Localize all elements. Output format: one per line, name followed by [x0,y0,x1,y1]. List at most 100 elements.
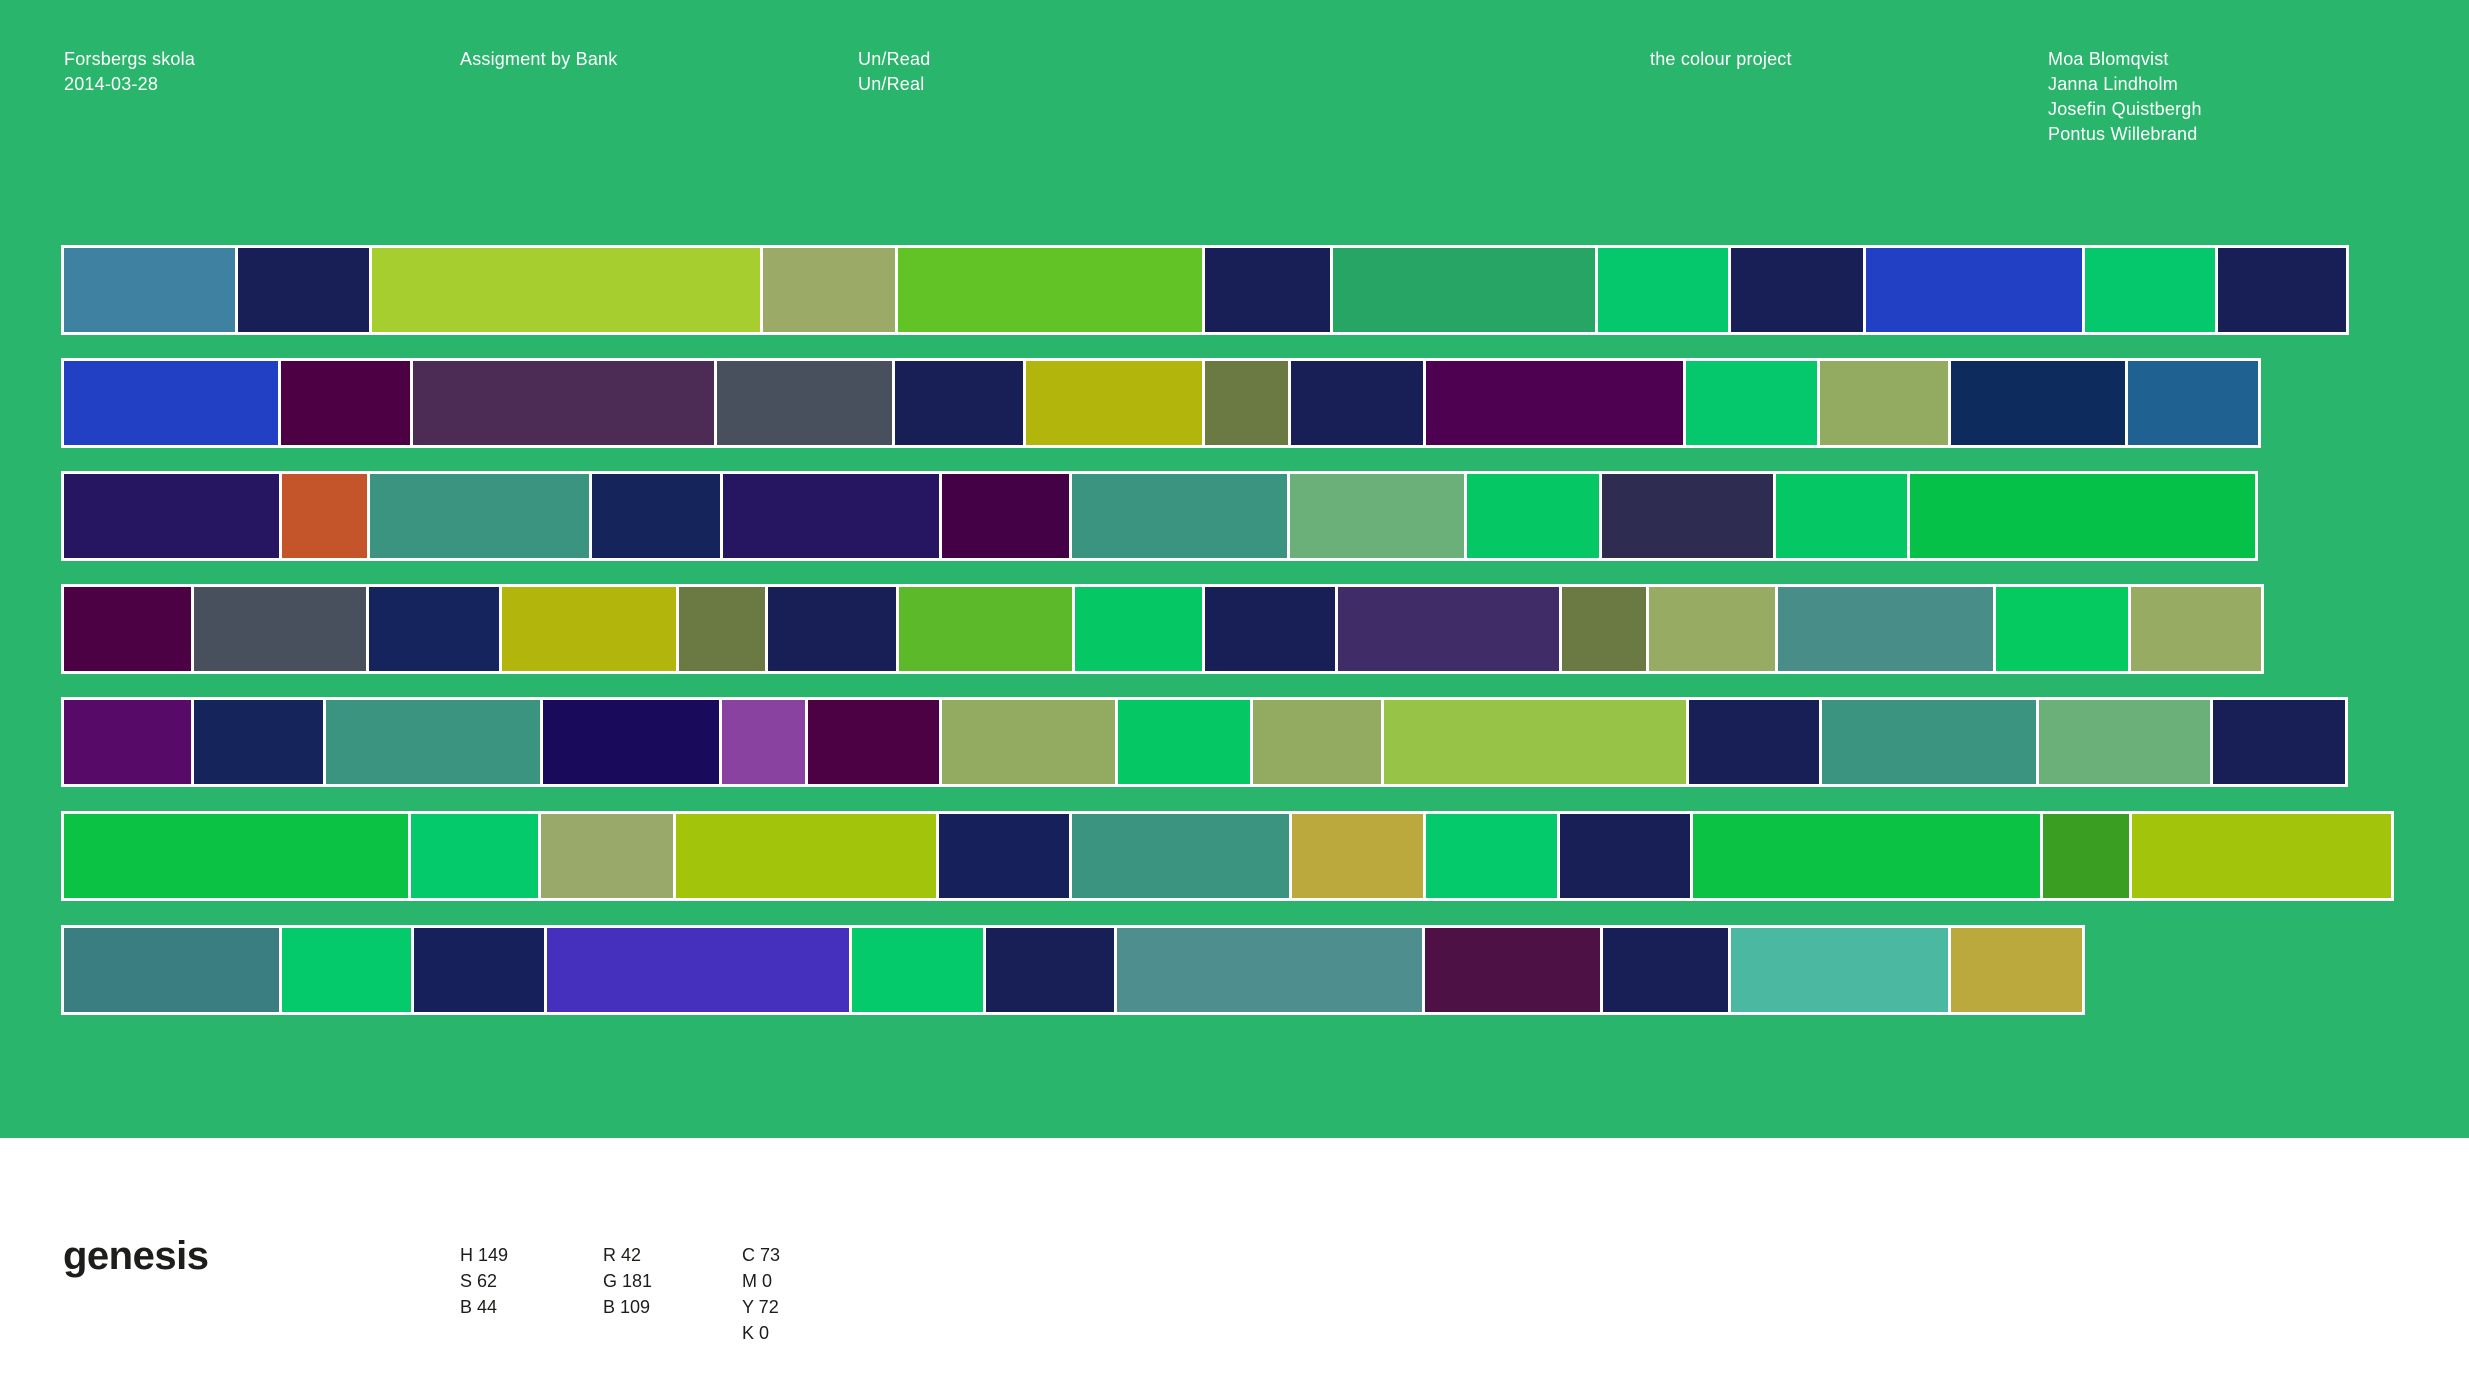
theme-line-1: Un/Read [858,49,931,69]
color-swatch [1648,587,1776,671]
cmyk-y: Y 72 [742,1297,779,1317]
color-swatch [679,587,765,671]
color-swatch [895,361,1024,445]
date: 2014-03-28 [64,74,159,94]
palette-row [61,245,2349,335]
color-swatch [1337,587,1560,671]
color-swatch [541,814,674,898]
color-swatch [64,361,279,445]
hsb-b: B 44 [460,1297,498,1317]
color-swatch [986,928,1115,1012]
color-swatch [2130,587,2262,671]
color-swatch [1731,928,1948,1012]
color-swatch [762,248,895,332]
color-swatch [2042,814,2129,898]
color-swatch [1466,474,1599,558]
palette-row [61,925,2085,1015]
color-swatch [1559,814,1690,898]
color-swatch [2128,361,2258,445]
color-swatch [1071,474,1287,558]
palette-row [61,471,2258,561]
color-swatch [721,700,806,784]
color-swatch [1821,700,2037,784]
color-swatch [1289,474,1464,558]
author-name: Pontus Willebrand [2048,124,2198,144]
color-swatch [1071,814,1289,898]
color-swatch [2131,814,2391,898]
color-swatch [717,361,893,445]
cmyk-k: K 0 [742,1323,770,1343]
green-field: Forsbergs skola 2014-03-28 Assigment by … [0,0,2469,1138]
hsb-values: H 149 S 62 B 44 [460,1242,508,1320]
color-swatch [193,700,323,784]
color-swatch [1074,587,1203,671]
color-swatch [676,814,936,898]
color-swatch [767,587,897,671]
footer: genesis H 149 S 62 B 44 R 42 G 181 B 109… [0,1138,2469,1399]
color-swatch [1332,248,1595,332]
cmyk-c: C 73 [742,1245,781,1265]
color-swatch [941,474,1069,558]
palette-row [61,584,2264,674]
palette [61,245,2394,1015]
color-swatch [1603,928,1729,1012]
color-swatch [1425,361,1684,445]
author-name: Josefin Quistbergh [2048,99,2202,119]
color-swatch [1597,248,1728,332]
color-swatch [942,700,1116,784]
color-swatch [546,928,850,1012]
color-swatch [1291,814,1423,898]
rgb-r: R 42 [603,1245,642,1265]
color-swatch [1820,361,1949,445]
project-title: the colour project [1650,49,1792,69]
color-swatch [501,587,677,671]
color-swatch [2084,248,2215,332]
rgb-g: G 181 [603,1271,653,1291]
color-swatch [1778,587,1994,671]
hsb-h: H 149 [460,1245,509,1265]
color-swatch [281,928,411,1012]
color-swatch [1910,474,2256,558]
header-project-block: the colour project [1650,47,1792,72]
color-swatch [2217,248,2346,332]
color-swatch [1730,248,1863,332]
color-swatch [1689,700,1819,784]
color-swatch [1205,248,1330,332]
palette-row [61,697,2348,787]
header-assignment-block: Assigment by Bank [460,47,617,72]
assignment-label: Assigment by Bank [460,49,618,69]
color-swatch [899,587,1072,671]
rgb-b: B 109 [603,1297,651,1317]
color-swatch [281,361,411,445]
color-swatch [369,587,499,671]
theme-line-2: Un/Real [858,74,925,94]
color-swatch [1290,361,1423,445]
header-school-block: Forsbergs skola 2014-03-28 [64,47,195,97]
author-name: Janna Lindholm [2048,74,2178,94]
color-swatch [592,474,721,558]
header-theme-block: Un/Read Un/Real [858,47,930,97]
color-swatch [1686,361,1818,445]
color-swatch [411,814,539,898]
color-swatch [1118,700,1250,784]
color-swatch [1951,361,2126,445]
color-swatch [1424,928,1601,1012]
color-swatch [64,700,191,784]
color-swatch [1562,587,1646,671]
rgb-values: R 42 G 181 B 109 [603,1242,652,1320]
color-swatch [897,248,1203,332]
color-swatch [1692,814,2040,898]
color-swatch [64,814,409,898]
color-swatch [542,700,719,784]
color-swatch [413,928,544,1012]
color-swatch [371,248,760,332]
color-swatch [1252,700,1381,784]
color-swatch [723,474,939,558]
colour-name: genesis [63,1234,209,1278]
color-swatch [281,474,368,558]
color-swatch [1950,928,2082,1012]
color-swatch [1383,700,1687,784]
palette-row [61,811,2394,901]
color-swatch [1425,814,1557,898]
